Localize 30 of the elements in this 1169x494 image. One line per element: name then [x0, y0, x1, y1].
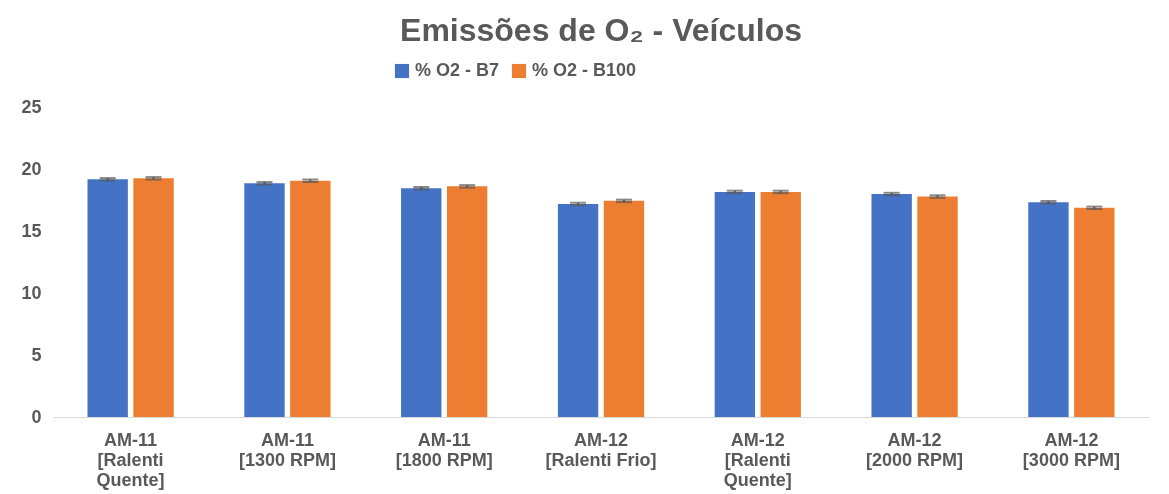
bar	[133, 178, 174, 417]
bar	[760, 191, 801, 417]
y-tick-label: 5	[31, 344, 42, 365]
bar	[1074, 207, 1115, 417]
x-tick-label: AM-11 [Ralenti Quente]	[96, 429, 165, 490]
bar	[557, 203, 599, 417]
bar	[917, 196, 958, 417]
legend-label: % O2 - B7	[415, 60, 500, 80]
bar	[714, 191, 756, 417]
x-tick-label: AM-12 [Ralenti Quente]	[723, 429, 792, 490]
bar	[87, 179, 128, 417]
x-tick-label: AM-12 [Ralenti Frio]	[545, 429, 657, 470]
bar	[603, 200, 645, 417]
legend-label: % O2 - B100	[532, 60, 637, 80]
y-tick-label: 0	[31, 406, 42, 427]
x-tick-label: AM-12 [2000 RPM]	[866, 429, 964, 470]
x-tick-label: AM-11 [1800 RPM]	[395, 429, 493, 470]
bar	[401, 188, 442, 417]
y-tick-label: 25	[21, 96, 42, 117]
x-tick-label: AM-11 [1300 RPM]	[238, 429, 336, 470]
bar	[871, 194, 912, 417]
y-tick-label: 15	[21, 220, 42, 241]
y-tick-label: 10	[21, 282, 42, 303]
bar	[244, 183, 285, 417]
x-tick-label: AM-12 [3000 RPM]	[1022, 429, 1120, 470]
y-tick-label: 20	[21, 158, 42, 179]
bar	[446, 186, 488, 417]
chart-title: Emissões de O₂ - Veículos	[400, 12, 802, 48]
bar	[290, 180, 331, 417]
bar	[1028, 202, 1069, 417]
